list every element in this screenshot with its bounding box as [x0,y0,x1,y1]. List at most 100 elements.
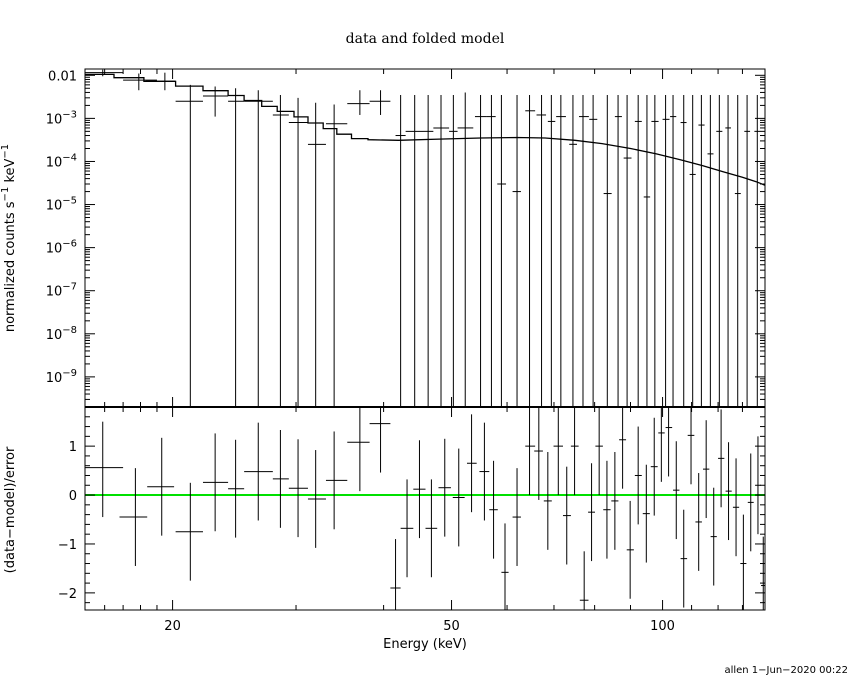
x-tick-label: 50 [443,619,460,634]
top-y-axis-label-mid: keV [3,158,18,186]
top-y-tick-label: 10−4 [46,152,77,170]
residual-point [288,439,308,538]
residual-point [603,460,611,559]
chart-title: data and folded model [346,31,505,47]
residual-point [710,487,717,586]
data-point [589,94,598,407]
top-y-axis-label: normalized counts s−1 keV−1 [0,144,18,332]
data-point [754,94,761,407]
residual-point [525,407,536,496]
data-point [433,94,450,407]
residual-point [588,463,596,562]
data-point [228,88,245,407]
data-point [497,94,507,407]
top-y-tick-label: 10−9 [46,368,77,386]
data-point [449,94,458,407]
data-point [288,97,308,407]
residual-point [673,441,680,540]
residual-point [452,448,465,547]
residual-point [400,479,414,578]
residual-point [718,409,725,508]
data-point [707,94,714,407]
data-point [175,84,203,407]
residual-point [740,514,747,610]
data-point [725,94,731,407]
residual-point [665,407,673,477]
top-y-tick-label-base: 10 [46,155,63,170]
top-y-tick-label-exp: −4 [62,152,77,163]
top-y-tick-label-exp: −7 [62,282,77,293]
top-y-axis-label-sup2: −1 [0,144,11,159]
data-point [325,104,348,407]
residual-point [85,421,124,518]
top-y-tick-label: 10−6 [46,239,77,257]
residual-point [228,439,245,538]
bottom-panel-frame [84,406,766,611]
data-point [474,94,487,407]
bottom-axes-group: 1 0 −1 −2 [58,407,766,610]
top-y-tick-label-exp: −6 [62,239,77,250]
data-point [680,94,687,407]
top-y-tick-label-base: 10 [46,199,63,214]
x-axis-label: Energy (keV) [383,637,467,652]
residual-point [680,509,688,608]
residual-point [325,431,348,530]
data-point [744,94,751,407]
top-y-tick-label: 0.01 [48,69,77,84]
residual-point [553,407,563,496]
residual-point [479,422,490,521]
top-y-tick-label-base: 0.01 [48,69,77,84]
top-y-tick-label-exp: −5 [62,196,77,207]
residual-point [658,407,665,482]
data-point [547,94,556,407]
residual-point [119,468,148,566]
data-point [698,94,705,407]
residual-point [595,407,603,496]
data-point [734,94,741,407]
residual-point [732,458,740,557]
data-point [651,94,659,407]
data-point [307,102,326,407]
data-point [395,94,406,407]
top-y-tick-label: 10−3 [46,109,77,127]
top-y-tick-label: 10−8 [46,325,77,343]
data-point [85,69,124,77]
data-point [556,94,566,407]
residual-point [634,426,642,525]
data-point [689,94,696,407]
bottom-y-tick-label: 0 [69,489,77,504]
data-point [369,90,391,115]
data-point [716,94,723,407]
data-point [347,90,370,115]
top-y-tick-label-base: 10 [46,285,63,300]
residual-point [562,466,571,565]
data-point [405,94,424,407]
data-point [512,94,521,407]
top-y-tick-label-base: 10 [46,328,63,343]
residual-point [687,407,695,485]
footer-stamp: allen 1−Jun−2020 00:22 [724,665,848,676]
data-point [614,94,622,407]
residual-point [543,452,552,550]
data-point [536,94,547,407]
data-point [486,94,496,407]
residual-point [438,438,451,537]
top-y-axis-label-main: normalized counts s [3,201,18,332]
data-point [423,94,434,407]
top-y-tick-label-base: 10 [46,112,63,127]
data-point [272,94,289,407]
data-point [457,92,474,407]
residual-point [307,450,326,548]
residual-point [650,417,658,516]
residual-point [626,500,634,599]
residual-point [147,437,175,536]
x-tick-labels: 20 50 100 [164,619,675,634]
top-y-tick-label-base: 10 [46,242,63,257]
residual-point [501,523,509,610]
residual-points-group [85,407,765,610]
data-point [603,94,612,407]
residual-point [390,539,401,610]
residual-point [175,482,203,581]
residual-point [747,453,754,552]
